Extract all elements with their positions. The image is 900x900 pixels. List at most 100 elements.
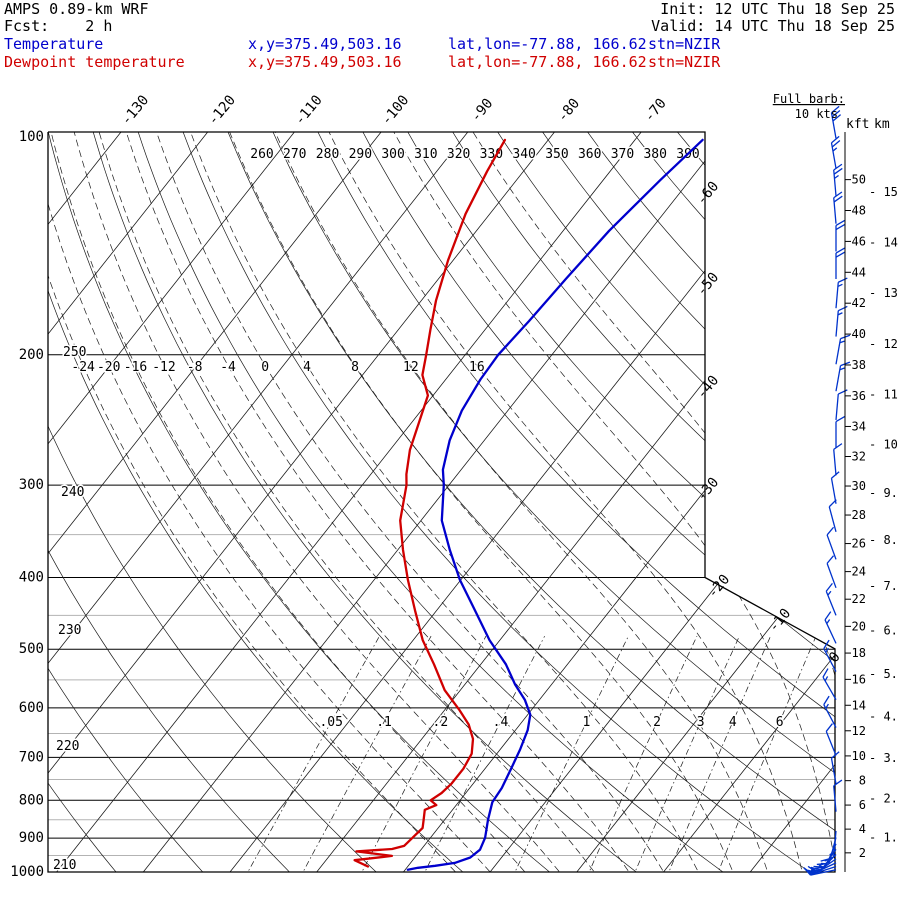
svg-text:42: 42	[852, 296, 866, 310]
svg-text:800: 800	[19, 792, 44, 808]
svg-text:250: 250	[63, 345, 86, 360]
svg-text:- 8.: - 8.	[869, 533, 898, 547]
svg-text:14: 14	[852, 698, 866, 712]
svg-text:200: 200	[19, 347, 44, 363]
wind-barb	[823, 695, 837, 728]
svg-text:- 10.: - 10.	[869, 437, 900, 451]
svg-text:- 14.: - 14.	[869, 235, 900, 249]
svg-text:240: 240	[61, 485, 84, 500]
svg-text:12: 12	[852, 724, 866, 738]
svg-text:44: 44	[852, 265, 866, 279]
wind-barb	[803, 867, 837, 876]
altitude-axes: 5048464442403836343230282624222018161412…	[844, 132, 900, 872]
svg-text:260: 260	[250, 147, 273, 162]
temperature-grid-xy: x,y=375.49,503.16	[248, 35, 402, 53]
wind-barb	[830, 751, 840, 784]
wind-barb	[833, 191, 843, 224]
wind-barb	[833, 163, 843, 196]
svg-text:- 3.: - 3.	[869, 751, 898, 765]
svg-text:230: 230	[58, 623, 81, 638]
svg-text:4: 4	[859, 822, 866, 836]
svg-text:- 7.: - 7.	[869, 579, 898, 593]
full-barb-legend-label: Full barb:	[773, 92, 845, 106]
temperature-curve	[406, 138, 704, 871]
wind-barb	[833, 443, 843, 476]
svg-text:24: 24	[852, 565, 866, 579]
valid-time: Valid: 14 UTC Thu 18 Sep 25	[651, 17, 895, 35]
svg-text:38: 38	[852, 358, 866, 372]
svg-text:8: 8	[351, 360, 359, 375]
svg-text:- 12.: - 12.	[869, 337, 900, 351]
model-title: AMPS 0.89-km WRF	[4, 0, 149, 18]
svg-text:290: 290	[349, 147, 372, 162]
wind-barb	[825, 582, 837, 616]
svg-text:310: 310	[414, 147, 437, 162]
wind-barb	[835, 305, 848, 337]
wind-barb	[826, 526, 837, 560]
wind-barb	[835, 416, 845, 448]
svg-text:32: 32	[852, 450, 866, 464]
svg-text:- 1.: - 1.	[869, 831, 898, 845]
svg-text:100: 100	[19, 129, 44, 145]
svg-text:-24: -24	[71, 360, 95, 375]
svg-text:30: 30	[852, 479, 866, 493]
svg-text:12: 12	[403, 360, 419, 375]
wind-barb	[833, 779, 843, 812]
svg-text:20: 20	[852, 619, 866, 633]
temperature-station: stn=NZIR	[648, 35, 721, 53]
dewpoint-station: stn=NZIR	[648, 53, 721, 71]
wind-barb	[835, 247, 845, 280]
svg-text:400: 400	[19, 570, 44, 586]
svg-text:8: 8	[859, 774, 866, 788]
svg-text:26: 26	[852, 537, 866, 551]
wind-barb	[823, 639, 837, 672]
svg-text:210: 210	[53, 858, 76, 873]
dewpoint-legend-label: Dewpoint temperature	[4, 53, 185, 71]
forecast-hour: Fcst: 2 h	[4, 17, 112, 35]
svg-text:- 15.: - 15.	[869, 185, 900, 199]
dewpoint-latlon: lat,lon=-77.88, 166.62	[448, 53, 647, 71]
svg-text:36: 36	[852, 389, 866, 403]
wind-barb-column	[803, 105, 851, 876]
plot-border	[47, 131, 836, 873]
svg-text:46: 46	[852, 234, 866, 248]
svg-text:270: 270	[283, 147, 306, 162]
temperature-latlon: lat,lon=-77.88, 166.62	[448, 35, 647, 53]
svg-text:900: 900	[19, 830, 44, 846]
svg-text:6: 6	[776, 715, 784, 730]
svg-text:.4: .4	[493, 715, 509, 730]
svg-text:16: 16	[469, 360, 485, 375]
svg-text:500: 500	[19, 641, 44, 657]
svg-text:360: 360	[578, 147, 601, 162]
svg-text:- 2.: - 2.	[869, 791, 898, 805]
svg-text:- 5.: - 5.	[869, 667, 898, 681]
svg-text:4: 4	[303, 360, 311, 375]
svg-text:- 9.: - 9.	[869, 486, 898, 500]
svg-text:18: 18	[852, 646, 866, 660]
full-barb-legend-value: 10 kts	[795, 107, 838, 121]
svg-text:22: 22	[852, 592, 866, 606]
wind-barb	[824, 611, 837, 644]
wind-barb	[825, 723, 837, 756]
wind-barb	[822, 668, 837, 701]
svg-text:340: 340	[512, 147, 535, 162]
svg-text:600: 600	[19, 700, 44, 716]
wind-barb	[835, 389, 848, 421]
svg-text:40: 40	[852, 327, 866, 341]
svg-text:1: 1	[583, 715, 591, 730]
svg-text:3: 3	[697, 715, 705, 730]
sounding-curves	[353, 138, 704, 871]
wind-barb	[826, 555, 837, 589]
wind-barb	[830, 471, 840, 504]
svg-text:28: 28	[852, 508, 866, 522]
isotherms	[48, 132, 835, 872]
svg-text:4: 4	[729, 715, 737, 730]
svg-text:2: 2	[859, 846, 866, 860]
kft-axis-label: kft	[846, 117, 869, 132]
svg-text:0: 0	[261, 360, 269, 375]
svg-text:-12: -12	[152, 360, 175, 375]
temperature-legend-label: Temperature	[4, 35, 103, 53]
